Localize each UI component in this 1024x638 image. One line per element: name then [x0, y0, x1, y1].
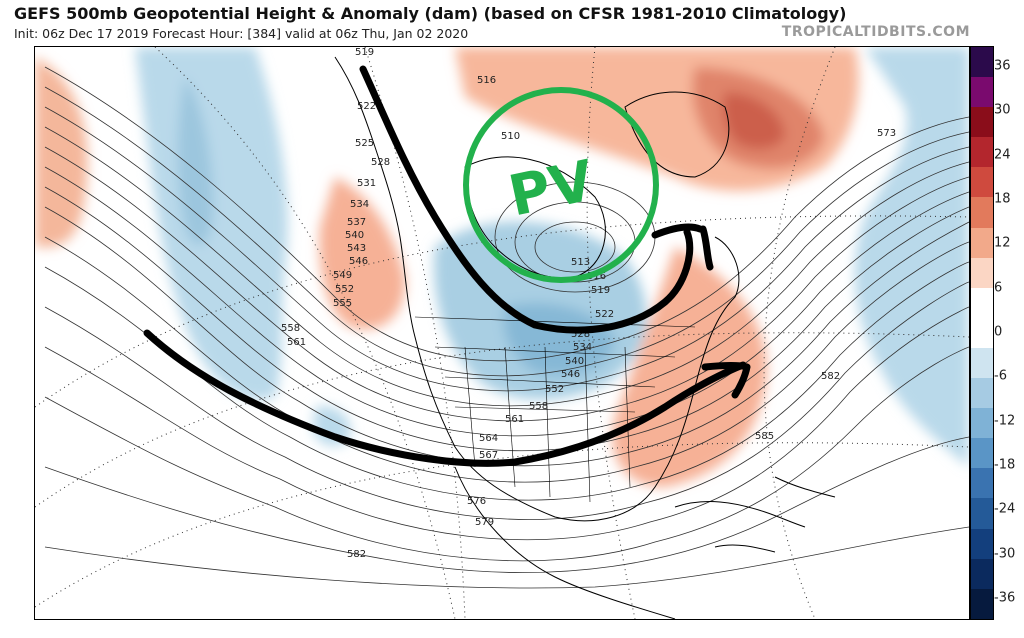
northern-jet-arrowhead [651, 223, 714, 271]
colorbar-ticks: 36 30 24 18 12 6 0 -6 -12 -18 -24 -30 -36 [994, 46, 1024, 618]
contour-label: 582 [821, 371, 840, 382]
contour-label: 573 [877, 128, 896, 139]
colorbar-tick-label: -36 [994, 590, 1016, 606]
chart-subtitle: Init: 06z Dec 17 2019 Forecast Hour: [38… [14, 26, 469, 41]
contour-label: 528 [571, 329, 590, 340]
coastlines [334, 56, 836, 619]
colorbar-segment [971, 257, 993, 288]
positive-anomaly-west [35, 57, 88, 247]
contour-label: 561 [287, 337, 306, 348]
anomaly-colorbar [970, 46, 994, 620]
colorbar-tick-label: -12 [994, 413, 1016, 429]
pv-circle [463, 87, 659, 283]
contour-label: 579 [475, 517, 494, 528]
contour-label: 576 [467, 496, 486, 507]
colorbar-tick-label: 0 [994, 324, 1003, 340]
height-contours [44, 66, 969, 589]
contour-label: 528 [371, 157, 390, 168]
contour-label: 549 [333, 270, 352, 281]
colorbar-segment [971, 438, 993, 469]
colorbar-tick-label: 30 [994, 102, 1011, 118]
colorbar-tick-label: -18 [994, 457, 1016, 473]
graticule [35, 47, 969, 619]
colorbar-segment [971, 528, 993, 559]
contour-label: 525 [355, 138, 374, 149]
colorbar-tick-label: -6 [994, 368, 1007, 384]
brand-watermark: TROPICALTIDBITS.COM [781, 24, 970, 40]
pv-label: PV [503, 148, 600, 229]
contour-labels: 519 522 525 528 531 534 537 540 543 546 … [281, 47, 896, 560]
colorbar-segment [971, 498, 993, 529]
contour-label: 510 [501, 131, 520, 142]
contour-label: 516 [477, 75, 496, 86]
contour-label: 567 [479, 450, 498, 461]
colorbar-segment [971, 558, 993, 589]
colorbar-segment [971, 197, 993, 228]
contour-label: 534 [350, 199, 369, 210]
colorbar-tick-label: 24 [994, 147, 1011, 163]
contour-label: 558 [281, 323, 300, 334]
contour-label: 534 [573, 342, 592, 353]
contour-label: 546 [349, 256, 368, 267]
contour-label: 537 [347, 217, 366, 228]
anomaly-shading [35, 47, 969, 487]
positive-anomaly-eastcoast [612, 247, 767, 487]
contour-label: 519 [591, 285, 610, 296]
negative-anomaly-atlantic [854, 47, 969, 467]
pv-annotation: PV [463, 87, 659, 283]
contour-label: 531 [357, 178, 376, 189]
southern-jet-arrowhead [701, 362, 751, 399]
colorbar-segment [971, 378, 993, 409]
colorbar-tick-label: 36 [994, 58, 1011, 74]
contour-label: 522 [595, 309, 614, 320]
southern-jet-arrow [143, 329, 747, 467]
contour-label: 543 [347, 243, 366, 254]
colorbar-segment [971, 107, 993, 138]
colorbar-segment [971, 227, 993, 258]
colorbar-tick-label: 18 [994, 191, 1011, 207]
colorbar-segment [971, 317, 993, 348]
contour-label: 585 [755, 431, 774, 442]
contour-label: 513 [571, 257, 590, 268]
northern-jet-arrow [359, 65, 694, 334]
colorbar-segment [971, 167, 993, 198]
colorbar-segment [971, 408, 993, 439]
contour-label: 555 [333, 298, 352, 309]
colorbar-segment [971, 137, 993, 168]
colorbar-segment [971, 287, 993, 318]
contour-label: 561 [505, 414, 524, 425]
colorbar-tick-label: -24 [994, 501, 1016, 517]
colorbar-tick-label: 12 [994, 235, 1011, 251]
colorbar-tick-label: -30 [994, 546, 1016, 562]
positive-anomaly-westcanada [319, 177, 406, 330]
contour-label: 558 [529, 401, 548, 412]
contour-label: 516 [587, 271, 606, 282]
colorbar-segment [971, 468, 993, 499]
contour-label: 552 [335, 284, 354, 295]
colorbar-segment [971, 47, 993, 78]
chart-title: GEFS 500mb Geopotential Height & Anomaly… [14, 4, 847, 23]
map-panel: 519 522 525 528 531 534 537 540 543 546 … [34, 46, 970, 620]
contour-label: 564 [479, 433, 498, 444]
colorbar-tick-label: 6 [994, 280, 1003, 296]
contour-label: 519 [355, 47, 374, 58]
contour-label: 540 [345, 230, 364, 241]
colorbar-segment [971, 347, 993, 379]
jet-stream-arrows [143, 65, 751, 467]
contour-label: 522 [357, 101, 376, 112]
colorbar-segment [971, 588, 993, 619]
contour-label: 582 [347, 549, 366, 560]
contour-label: 546 [561, 369, 580, 380]
map-svg: 519 522 525 528 531 534 537 540 543 546 … [35, 47, 969, 619]
contour-label: 540 [565, 356, 584, 367]
colorbar-segment [971, 77, 993, 108]
contour-label: 552 [545, 384, 564, 395]
